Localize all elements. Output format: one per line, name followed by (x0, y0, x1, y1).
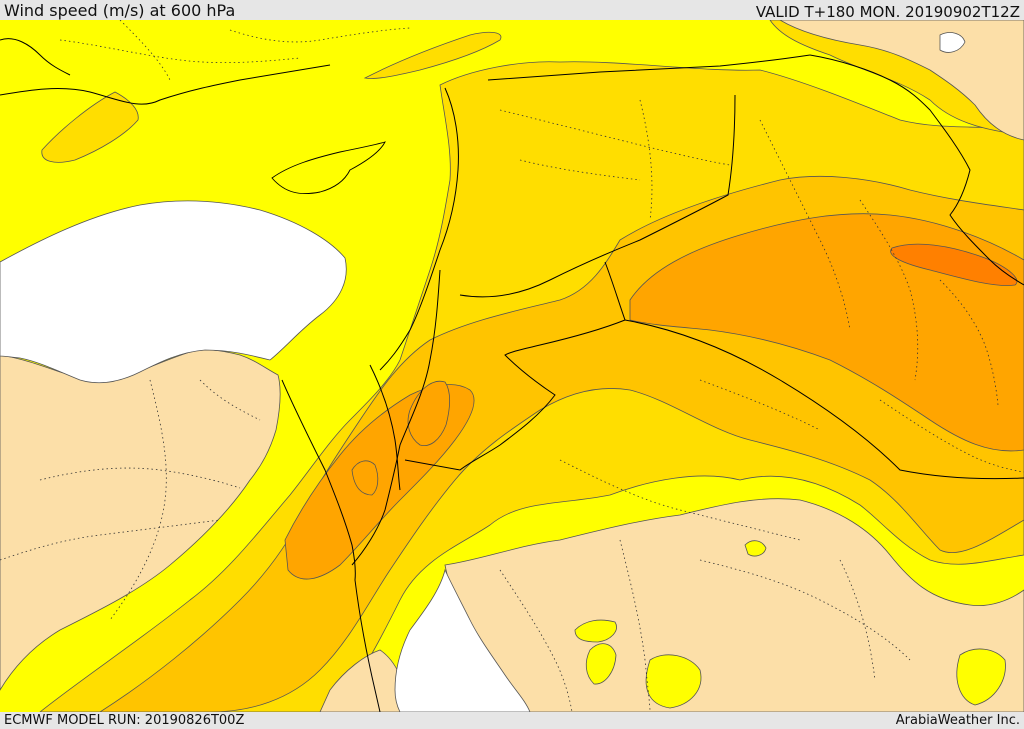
internal-boundary-4 (759, 119, 851, 331)
internal-boundary-16 (229, 27, 411, 43)
border-jordan-israel (351, 269, 441, 566)
band-5-core-east (890, 243, 1018, 286)
red-sea-gulf-of-aqaba (394, 568, 531, 712)
border-israel-coast (369, 364, 401, 491)
cyprus-outline (271, 141, 386, 195)
saudi-yellow-patch-2 (744, 540, 767, 557)
border-egypt-sudan (354, 579, 381, 712)
internal-boundary-9 (699, 559, 911, 661)
sea-marker (939, 32, 966, 53)
border-egypt-israel (281, 379, 356, 581)
border-syria-turkey (487, 54, 811, 81)
border-iraq-saudi-kuwait (624, 319, 1024, 480)
internal-boundary-11 (39, 467, 241, 489)
internal-boundary-1 (499, 109, 731, 166)
internal-boundary-19 (499, 569, 573, 712)
coastline-turkey-south (0, 64, 331, 105)
wind-speed-map-svg (0, 20, 1024, 712)
band-5-core-sinai (351, 460, 379, 496)
header-bar: Wind speed (m/s) at 600 hPa VALID T+180 … (0, 0, 1024, 20)
border-iraq-jordan-saudi (404, 261, 626, 471)
internal-boundary-3 (639, 99, 653, 221)
saudi-yellow-patch-1 (574, 619, 617, 643)
coastline-aegean (0, 38, 71, 76)
credit-label: ArabiaWeather Inc. (895, 713, 1020, 728)
saudi-yellow-patch-5 (585, 643, 617, 685)
weather-map (0, 20, 1024, 712)
band-2-region-west (41, 91, 139, 163)
model-run-label: ECMWF MODEL RUN: 20190826T00Z (4, 713, 245, 728)
internal-boundary-7 (559, 459, 801, 541)
internal-boundary-8 (619, 539, 651, 712)
country-borders (0, 38, 1024, 712)
border-iraq-iran (809, 54, 1024, 286)
band-2-region-north (363, 31, 502, 79)
band-4-region-east (629, 213, 1024, 452)
internal-boundary-17 (879, 399, 1024, 473)
internal-boundary-20 (839, 559, 876, 681)
internal-boundary-15 (119, 20, 171, 81)
footer-bar: ECMWF MODEL RUN: 20190826T00Z ArabiaWeat… (0, 712, 1024, 729)
internal-boundary-18 (939, 279, 999, 406)
map-title: Wind speed (m/s) at 600 hPa (4, 1, 236, 20)
internal-boundary-6 (699, 379, 821, 431)
internal-boundary-10 (109, 379, 167, 621)
internal-boundary-14 (59, 39, 301, 64)
saudi-yellow-patch-4 (956, 648, 1006, 706)
coastline-levant (379, 87, 459, 371)
internal-boundary-2 (519, 159, 641, 181)
internal-boundaries (0, 20, 1024, 712)
valid-time: VALID T+180 MON. 20190902T12Z (755, 3, 1020, 21)
saudi-yellow-patch-3 (645, 654, 702, 709)
turkey-land (779, 20, 1024, 141)
band-5-core-jordan (407, 380, 451, 447)
mediterranean-sea (0, 200, 347, 384)
border-syria-iraq (459, 94, 736, 298)
